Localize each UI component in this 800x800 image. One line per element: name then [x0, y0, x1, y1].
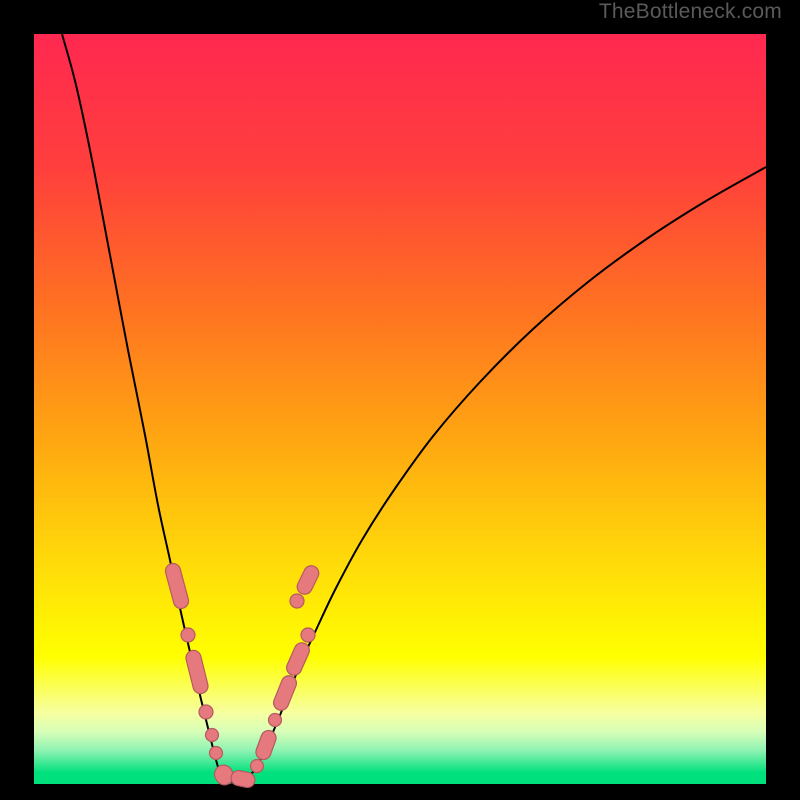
stage: TheBottleneck.com	[0, 0, 800, 800]
watermark: TheBottleneck.com	[599, 0, 782, 24]
chart-plot-area	[34, 34, 766, 784]
